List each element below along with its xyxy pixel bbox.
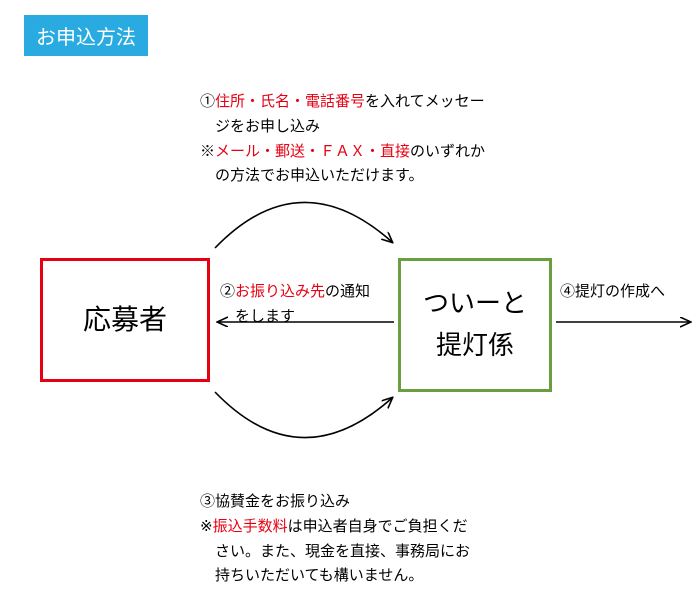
title-badge: お申込方法 xyxy=(24,15,148,56)
step-1-red: 住所・氏名・電話番号 xyxy=(215,93,365,110)
applicant-box: 応募者 xyxy=(40,258,210,382)
step-3-text: ③協賛金をお振り込み ※振込手数料は申込者自身でご負担くだ さい。また、現金を直… xyxy=(200,490,470,589)
arrow-step-3 xyxy=(215,392,392,438)
step-1-num: ① xyxy=(200,93,215,110)
step-1-text: ①住所・氏名・電話番号を入れてメッセー ジをお申し込み ※メール・郵送・ＦＡＸ・… xyxy=(200,90,485,189)
step-2-red: お振り込み先 xyxy=(235,283,325,300)
step-1-note-rest: のいずれか xyxy=(410,143,485,160)
step-2-text: ②お振り込み先の通知 をします xyxy=(220,280,370,330)
step-3-num: ③ xyxy=(200,493,215,510)
step-3-note-line2: さい。また、現金を直接、事務局にお xyxy=(200,540,470,565)
step-2-num: ② xyxy=(220,283,235,300)
step-1-rest: を入れてメッセー xyxy=(365,93,485,110)
step-3-main: 協賛金をお振り込み xyxy=(215,493,350,510)
step-1-note-line2: の方法でお申込いただけます。 xyxy=(200,164,485,189)
step-2-line2: をします xyxy=(220,305,370,330)
step-4-num: ④ xyxy=(560,283,575,300)
step-3-note-line3: 持ちいただいても構いません。 xyxy=(200,564,470,589)
applicant-label: 応募者 xyxy=(83,298,167,343)
step-4-text: ④提灯の作成へ xyxy=(560,280,665,305)
arrow-step-1 xyxy=(215,202,392,248)
step-1-note-red: メール・郵送・ＦＡＸ・直接 xyxy=(215,143,410,160)
step-3-note-mark: ※ xyxy=(200,518,213,535)
step-1-line2: ジをお申し込み xyxy=(200,115,485,140)
step-1-note-mark: ※ xyxy=(200,143,215,160)
chochin-line2: 提灯係 xyxy=(436,325,514,367)
chochin-line1: ついーと xyxy=(423,283,527,325)
chochin-box: ついーと 提灯係 xyxy=(398,258,552,392)
step-3-note-red: 振込手数料 xyxy=(213,518,288,535)
step-3-note-rest: は申込者自身でご負担くだ xyxy=(288,518,468,535)
step-2-rest: の通知 xyxy=(325,283,370,300)
step-4-main: 提灯の作成へ xyxy=(575,283,665,300)
